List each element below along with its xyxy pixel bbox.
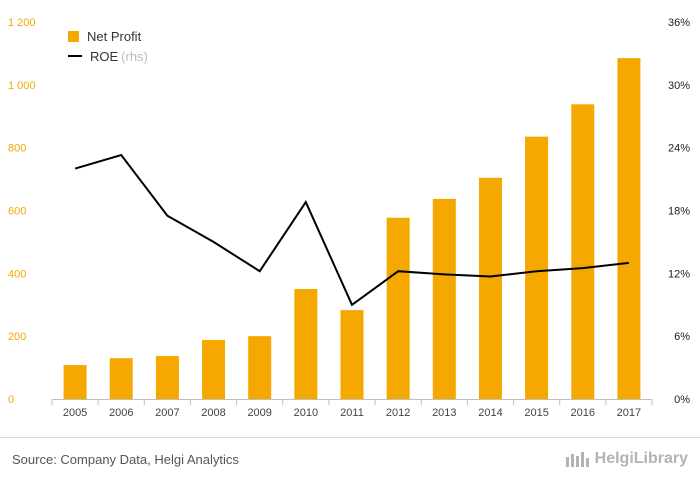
brand-logo[interactable]: HelgiLibrary xyxy=(565,450,688,468)
x-tick-label: 2005 xyxy=(63,407,87,419)
x-tick-label: 2010 xyxy=(294,407,318,419)
net-profit-bar xyxy=(340,310,364,399)
legend-line xyxy=(68,55,82,57)
net-profit-bar xyxy=(294,289,318,399)
left-tick-label: 600 xyxy=(8,206,26,218)
net-profit-bar xyxy=(525,136,549,399)
net-profit-bar xyxy=(109,358,133,399)
x-tick-label: 2009 xyxy=(247,407,271,419)
net-profit-bar xyxy=(63,365,87,399)
left-tick-label: 0 xyxy=(8,394,14,406)
net-profit-bar xyxy=(571,104,595,399)
x-tick-label: 2007 xyxy=(155,407,179,419)
x-axis: 2005 2006 2007 2008 2009 2010 2011 2012 2013 2014… xyxy=(51,399,653,419)
x-tick-label: 2015 xyxy=(524,407,548,419)
x-tick-label: 2013 xyxy=(432,407,456,419)
x-tick-label: 2014 xyxy=(478,407,502,419)
library-icon xyxy=(565,452,589,467)
left-tick-label: 1 000 xyxy=(8,80,36,92)
net-profit-bar xyxy=(617,58,641,400)
right-tick-label: 12% xyxy=(668,268,690,280)
net-profit-bars xyxy=(63,58,641,400)
roe-line xyxy=(74,153,630,307)
left-y-axis: 0 200 400 600 800 1 000 1 200 xyxy=(8,17,36,406)
left-tick-label: 1 200 xyxy=(8,17,36,29)
left-tick-label: 200 xyxy=(8,331,26,343)
right-tick-label: 6% xyxy=(674,331,690,343)
x-tick-label: 2016 xyxy=(571,407,595,419)
net-profit-bar xyxy=(202,339,226,399)
x-tick-label: 2011 xyxy=(340,407,364,419)
net-profit-bar xyxy=(386,217,410,399)
right-y-axis: 0% 6% 12% 18% 24% 30% 36% xyxy=(668,17,690,406)
combo-chart: 0 200 400 600 800 1 000 1 200 0% 6% 12% 18% 24% 30%… xyxy=(8,17,690,419)
right-tick-label: 30% xyxy=(668,80,690,92)
left-tick-label: 400 xyxy=(8,268,26,280)
legend-swatch xyxy=(68,30,79,42)
net-profit-bar xyxy=(155,355,179,399)
left-tick-label: 800 xyxy=(8,143,26,155)
legend-label: ROE xyxy=(90,48,119,64)
legend: Net Profit ROE (rhs) xyxy=(68,26,148,66)
footer: Source: Company Data, Helgi Analytics He… xyxy=(0,437,700,484)
right-tick-label: 0% xyxy=(674,394,690,406)
net-profit-bar xyxy=(432,198,456,399)
legend-item-net-profit[interactable]: Net Profit xyxy=(68,26,148,46)
brand-name: HelgiLibrary xyxy=(594,450,688,467)
source-note: Source: Company Data, Helgi Analytics xyxy=(12,452,239,467)
net-profit-bar xyxy=(478,177,502,399)
right-tick-label: 18% xyxy=(668,206,690,218)
x-tick-label: 2006 xyxy=(109,407,133,419)
x-tick-label: 2012 xyxy=(386,407,410,419)
right-tick-label: 24% xyxy=(668,143,690,155)
roe-line-series xyxy=(74,153,630,307)
legend-item-roe[interactable]: ROE (rhs) xyxy=(68,46,148,66)
right-tick-label: 36% xyxy=(668,17,690,29)
legend-note: (rhs) xyxy=(121,48,148,64)
net-profit-bar xyxy=(248,336,272,399)
x-tick-label: 2008 xyxy=(201,407,225,419)
legend-label: Net Profit xyxy=(87,28,142,44)
x-tick-label: 2017 xyxy=(617,407,641,419)
